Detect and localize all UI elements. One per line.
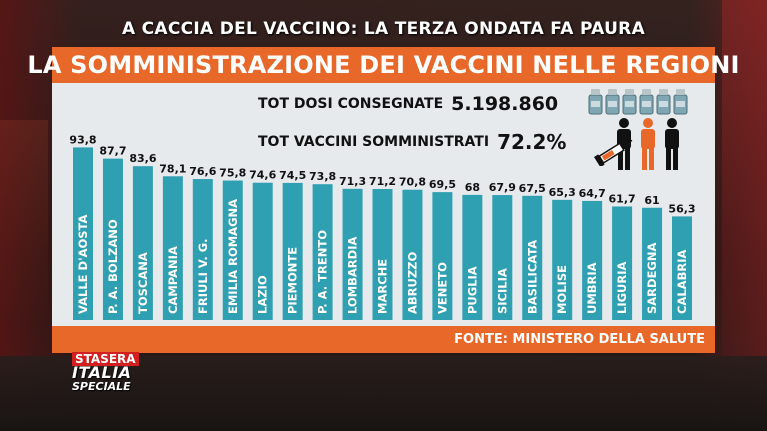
value-label-10: 71,3 bbox=[339, 175, 366, 188]
header-bar: A CACCIA DEL VACCINO: LA TERZA ONDATA FA… bbox=[52, 14, 715, 44]
category-label-4: CAMPANIA bbox=[166, 246, 180, 314]
bar-6 bbox=[222, 180, 243, 320]
title-bar: LA SOMMINISTRAZIONE DEI VACCINI NELLE RE… bbox=[27, 47, 739, 83]
bar-15 bbox=[492, 195, 513, 320]
value-label-7: 74,6 bbox=[249, 169, 276, 182]
value-label-11: 71,2 bbox=[369, 175, 396, 188]
bar-18 bbox=[582, 200, 603, 320]
logo-stasera: STASERA bbox=[72, 352, 139, 366]
bar-10 bbox=[342, 188, 363, 320]
category-label-2: P. A. BOLZANO bbox=[106, 219, 120, 314]
category-label-17: MOLISE bbox=[555, 265, 569, 314]
page-title: LA SOMMINISTRAZIONE DEI VACCINI NELLE RE… bbox=[27, 51, 740, 79]
bar-19 bbox=[612, 206, 633, 320]
bar-9 bbox=[312, 184, 333, 320]
value-label-1: 93,8 bbox=[69, 133, 96, 146]
category-label-21: CALABRIA bbox=[675, 250, 689, 314]
logo-speciale: SPECIALE bbox=[72, 380, 131, 393]
bar-5 bbox=[192, 179, 213, 320]
bar-21 bbox=[672, 216, 692, 320]
value-label-3: 83,6 bbox=[129, 152, 156, 165]
category-label-18: UMBRIA bbox=[585, 262, 599, 314]
value-label-17: 65,3 bbox=[549, 186, 576, 199]
doses-stat: TOT DOSI CONSEGNATE 5.198.860 bbox=[258, 93, 558, 115]
category-label-1: VALLE D'AOSTA bbox=[76, 214, 90, 314]
vaccine-vials-icon bbox=[588, 89, 688, 115]
category-label-20: SARDEGNA bbox=[645, 242, 659, 314]
value-label-2: 87,7 bbox=[99, 145, 126, 158]
bar-1 bbox=[73, 147, 93, 320]
value-label-15: 67,9 bbox=[489, 181, 516, 194]
value-label-19: 61,7 bbox=[609, 192, 636, 205]
value-label-5: 76,6 bbox=[189, 165, 216, 178]
category-label-11: MARCHE bbox=[376, 259, 390, 314]
studio-floor bbox=[0, 356, 767, 431]
category-label-8: PIEMONTE bbox=[286, 247, 300, 314]
channel-logo: STASERA ITALIA SPECIALE bbox=[72, 352, 154, 396]
value-label-13: 69,5 bbox=[429, 178, 456, 191]
category-label-5: FRIULI V. G. bbox=[196, 238, 210, 314]
value-label-4: 78,1 bbox=[159, 162, 186, 175]
category-label-6: EMILIA ROMAGNA bbox=[226, 199, 240, 314]
doses-value: 5.198.860 bbox=[451, 93, 559, 115]
value-label-21: 56,3 bbox=[668, 202, 695, 215]
value-label-12: 70,8 bbox=[399, 176, 426, 189]
header-subtitle: A CACCIA DEL VACCINO: LA TERZA ONDATA FA… bbox=[121, 19, 646, 39]
value-label-8: 74,5 bbox=[279, 169, 306, 182]
category-label-3: TOSCANA bbox=[136, 252, 150, 314]
syringe-icon bbox=[594, 139, 633, 166]
logo-italia: ITALIA bbox=[72, 363, 132, 382]
bar-11 bbox=[372, 188, 393, 320]
value-label-6: 75,8 bbox=[219, 167, 246, 180]
administered-label: TOT VACCINI SOMMINISTRATI bbox=[258, 134, 490, 150]
category-label-15: SICILIA bbox=[495, 268, 509, 314]
administered-value: 72.2% bbox=[497, 130, 567, 154]
bar-2 bbox=[102, 158, 123, 320]
studio-light-left bbox=[0, 120, 48, 320]
bar-14 bbox=[462, 194, 483, 320]
bar-chart: 93,8 VALLE D'AOSTA 87,7 P. A. BOLZANO 83,6 TO… bbox=[69, 133, 696, 320]
bar-13 bbox=[432, 192, 453, 320]
bar-17 bbox=[552, 199, 573, 320]
doses-label: TOT DOSI CONSEGNATE bbox=[258, 96, 444, 112]
administered-stat: TOT VACCINI SOMMINISTRATI 72.2% bbox=[258, 130, 566, 154]
bar-7 bbox=[252, 182, 273, 320]
value-label-16: 67,5 bbox=[519, 182, 546, 195]
bar-8 bbox=[282, 182, 303, 320]
category-label-7: LAZIO bbox=[256, 275, 270, 314]
category-label-9: P. A. TRENTO bbox=[316, 230, 330, 314]
bar-16 bbox=[522, 195, 543, 320]
bar-20 bbox=[642, 207, 663, 320]
category-label-10: LOMBARDIA bbox=[346, 237, 360, 314]
bar-3 bbox=[132, 166, 153, 320]
category-label-12: ABRUZZO bbox=[405, 251, 419, 314]
value-label-9: 73,8 bbox=[309, 170, 336, 183]
source-credit: FONTE: MINISTERO DELLA SALUTE bbox=[454, 332, 705, 347]
category-label-16: BASILICATA bbox=[525, 240, 539, 314]
bar-4 bbox=[162, 176, 183, 320]
category-label-13: VENETO bbox=[435, 262, 449, 314]
value-label-14: 68 bbox=[465, 181, 480, 194]
value-label-20: 61 bbox=[644, 194, 659, 207]
category-label-14: PUGLIA bbox=[465, 266, 479, 314]
value-label-18: 64,7 bbox=[579, 187, 606, 200]
source-bar: FONTE: MINISTERO DELLA SALUTE bbox=[52, 326, 715, 353]
bar-12 bbox=[402, 189, 423, 320]
category-label-19: LIGURIA bbox=[615, 261, 629, 314]
